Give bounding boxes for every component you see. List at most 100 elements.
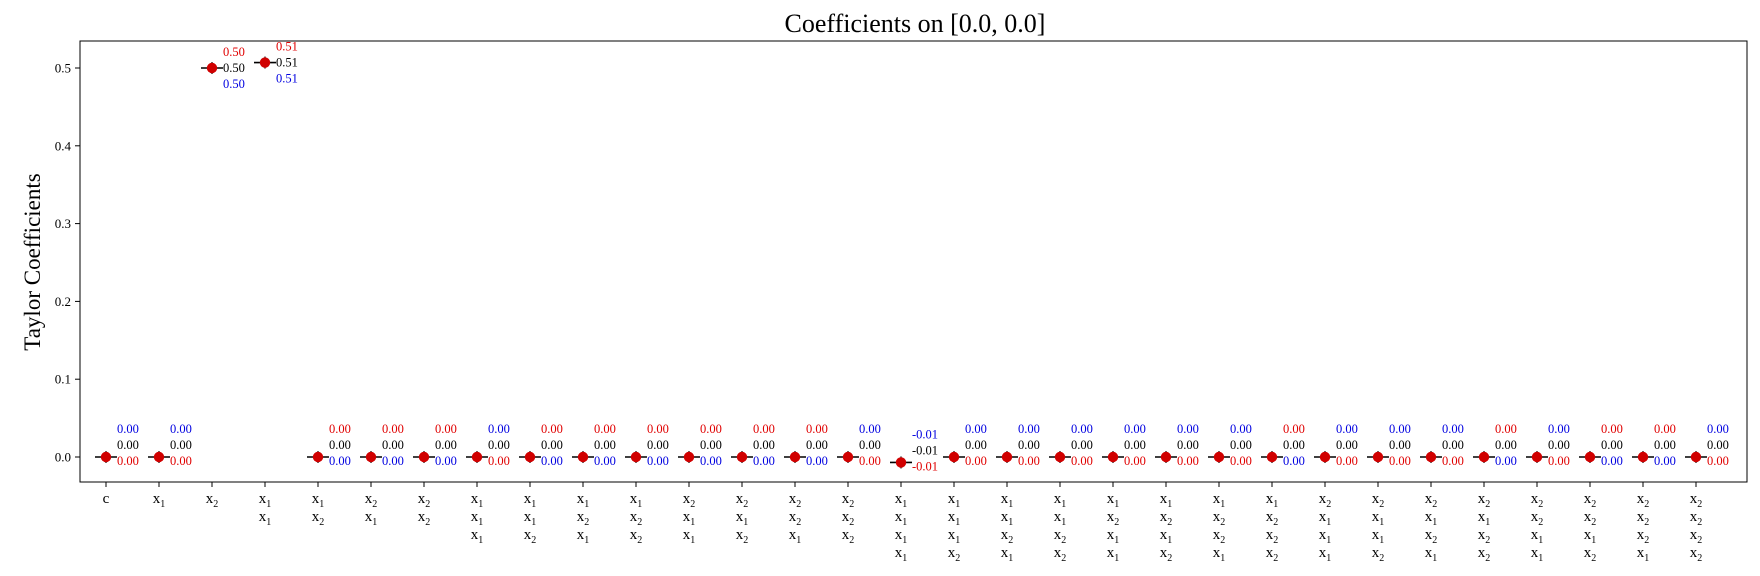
x-tick-label: x2 (1213, 527, 1226, 546)
x-tick-label: x1 (577, 491, 590, 510)
x-tick-label: x1 (895, 527, 908, 546)
upper-bound-label: 0.00 (1124, 422, 1146, 436)
lower-bound-label: 0.50 (223, 77, 245, 91)
mean-label: 0.51 (276, 56, 298, 70)
mean-label: 0.00 (1018, 438, 1040, 452)
lower-bound-label: 0.00 (1654, 454, 1676, 468)
coefficient-point (1425, 451, 1437, 463)
coefficient-point (206, 62, 218, 74)
x-tick-label: c (103, 491, 110, 507)
coefficient-point (1319, 451, 1331, 463)
mean-label: 0.00 (1389, 438, 1411, 452)
x-tick-label: x1 (895, 491, 908, 510)
x-tick-label: x1 (471, 527, 484, 546)
x-tick-label: x2 (630, 509, 643, 528)
x-tick-label: x1 (524, 509, 537, 528)
upper-bound-label: 0.00 (700, 422, 722, 436)
coefficient-point (630, 451, 642, 463)
x-tick-label: x1 (1160, 527, 1173, 546)
coefficient-point (842, 451, 854, 463)
upper-bound-label: 0.00 (1495, 422, 1517, 436)
lower-bound-label: 0.00 (965, 454, 987, 468)
upper-bound-label: 0.00 (1018, 422, 1040, 436)
x-tick-label: x1 (736, 509, 749, 528)
x-tick-label: x1 (471, 491, 484, 510)
lower-bound-label: 0.00 (1707, 454, 1729, 468)
x-tick-label: x1 (789, 527, 802, 546)
x-tick-label: x1 (1054, 491, 1067, 510)
x-tick-label: x2 (1372, 491, 1385, 510)
x-tick-label: x2 (1001, 527, 1014, 546)
x-tick-label: x1 (1054, 509, 1067, 528)
x-tick-label: x1 (1319, 545, 1332, 564)
x-tick-label: x2 (1531, 491, 1544, 510)
lower-bound-label: 0.00 (329, 454, 351, 468)
x-tick-label: x2 (1160, 545, 1173, 564)
coefficient-point (577, 451, 589, 463)
x-tick-label: x1 (1319, 509, 1332, 528)
x-tick-label: x1 (1478, 509, 1491, 528)
x-tick-label: x2 (1266, 527, 1279, 546)
x-tick-label: x2 (418, 509, 431, 528)
mean-label: 0.00 (1654, 438, 1676, 452)
x-tick-label: x2 (1584, 545, 1597, 564)
mean-label: 0.00 (1071, 438, 1093, 452)
x-tick-label: x1 (577, 527, 590, 546)
coefficient-point (1637, 451, 1649, 463)
x-tick-label: x2 (1478, 527, 1491, 546)
x-tick-label: x1 (1266, 491, 1279, 510)
x-tick-label: x2 (948, 545, 961, 564)
x-tick-label: x1 (365, 509, 378, 528)
x-tick-label: x1 (1425, 509, 1438, 528)
upper-bound-label: 0.00 (382, 422, 404, 436)
lower-bound-label: 0.00 (1601, 454, 1623, 468)
x-tick-label: x2 (1054, 545, 1067, 564)
upper-bound-label: 0.00 (753, 422, 775, 436)
upper-bound-label: 0.00 (170, 422, 192, 436)
x-tick-label: x2 (1425, 527, 1438, 546)
mean-label: 0.00 (1336, 438, 1358, 452)
x-tick-label: x2 (1213, 509, 1226, 528)
upper-bound-label: 0.00 (488, 422, 510, 436)
mean-label: 0.00 (1283, 438, 1305, 452)
x-tick-label: x1 (312, 491, 325, 510)
lower-bound-label: 0.00 (594, 454, 616, 468)
coefficient-point (471, 451, 483, 463)
x-tick-label: x2 (206, 491, 219, 510)
x-tick-label: x2 (1690, 545, 1703, 564)
mean-label: 0.00 (700, 438, 722, 452)
mean-label: 0.00 (859, 438, 881, 452)
upper-bound-label: -0.01 (912, 427, 938, 441)
coefficient-point (895, 457, 907, 468)
x-tick-label: x1 (1001, 545, 1014, 564)
coefficient-point (789, 451, 801, 463)
x-tick-label: x2 (1319, 491, 1332, 510)
x-tick-label: x2 (1637, 491, 1650, 510)
x-tick-label: x1 (1531, 545, 1544, 564)
lower-bound-label: 0.00 (382, 454, 404, 468)
y-tick-label: 0.3 (55, 216, 71, 231)
x-tick-label: x1 (1584, 527, 1597, 546)
mean-label: 0.00 (1124, 438, 1146, 452)
mean-label: 0.00 (806, 438, 828, 452)
x-tick-label: x1 (1001, 509, 1014, 528)
coefficient-point (1372, 451, 1384, 463)
x-tick-label: x2 (736, 527, 749, 546)
lower-bound-label: 0.00 (1071, 454, 1093, 468)
mean-label: 0.00 (1495, 438, 1517, 452)
mean-label: 0.00 (965, 438, 987, 452)
y-tick-label: 0.5 (55, 61, 71, 76)
x-tick-label: x1 (259, 491, 272, 510)
coefficient-point (100, 451, 112, 463)
coefficient-point (683, 451, 695, 463)
mean-label: 0.00 (647, 438, 669, 452)
mean-label: -0.01 (912, 443, 938, 457)
upper-bound-label: 0.00 (806, 422, 828, 436)
mean-label: 0.00 (1601, 438, 1623, 452)
coefficient-point (948, 451, 960, 463)
data-points: 0.00 0.00 0.00 0.00 0.00 0.00 0.50 0.50 0.50 0.51… (95, 40, 1729, 473)
upper-bound-label: 0.00 (1177, 422, 1199, 436)
upper-bound-label: 0.51 (276, 40, 298, 54)
coefficient-point (1690, 451, 1702, 463)
mean-label: 0.00 (435, 438, 457, 452)
